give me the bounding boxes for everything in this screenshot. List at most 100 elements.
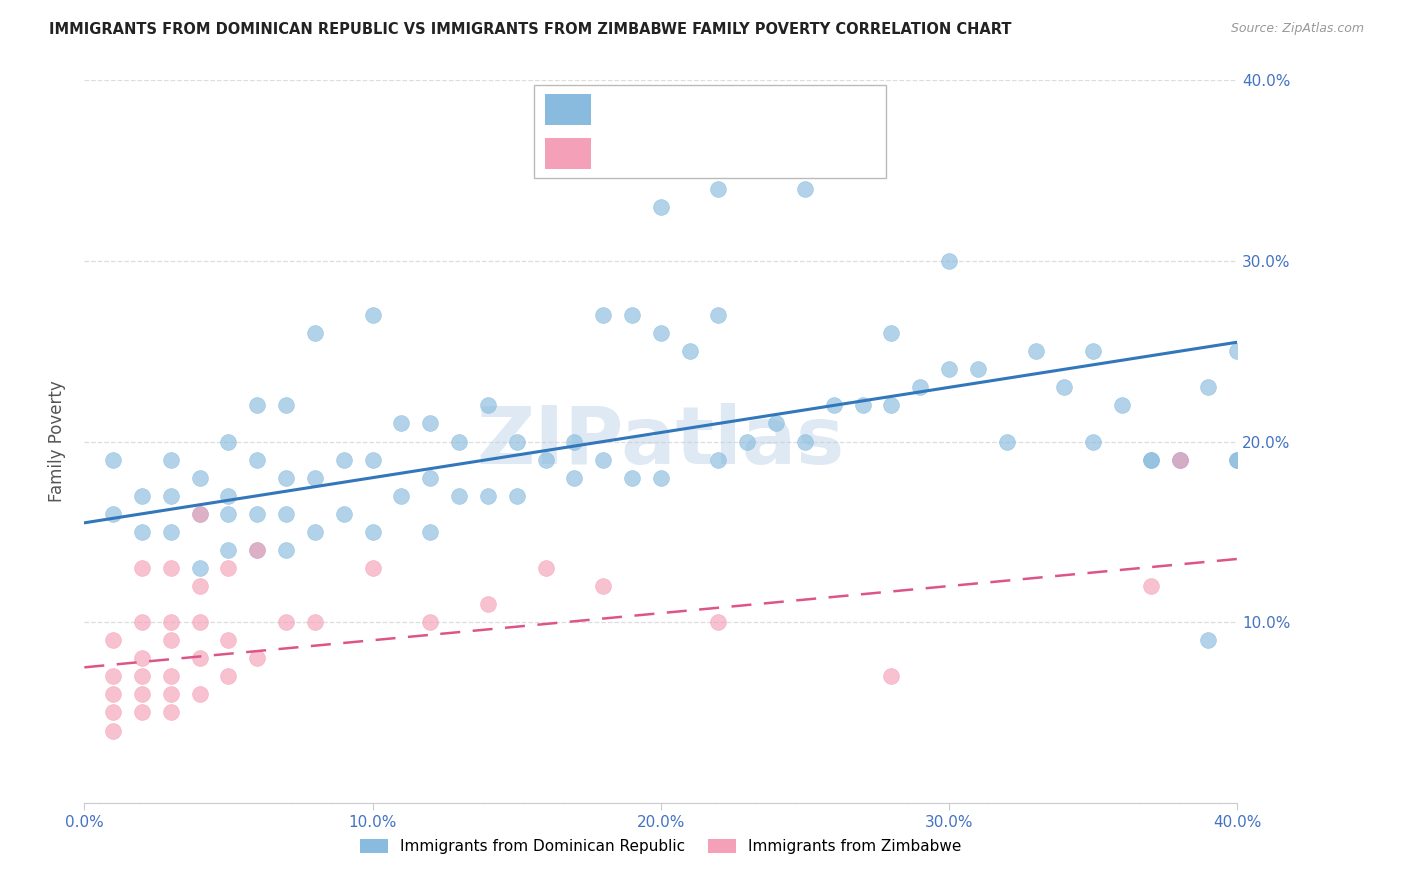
- Point: [160, 452, 183, 467]
- Point: [449, 489, 471, 503]
- Point: [361, 561, 384, 575]
- Point: [246, 542, 269, 557]
- Point: [188, 579, 211, 593]
- Point: [361, 524, 384, 539]
- Point: [1198, 633, 1220, 648]
- Point: [246, 542, 269, 557]
- Point: [880, 326, 903, 340]
- Point: [103, 706, 124, 720]
- Point: [160, 633, 183, 648]
- Text: ZIPatlas: ZIPatlas: [477, 402, 845, 481]
- Point: [419, 417, 441, 431]
- Point: [304, 326, 326, 340]
- Point: [1083, 434, 1105, 449]
- Point: [131, 489, 153, 503]
- Point: [188, 687, 211, 701]
- Point: [419, 524, 441, 539]
- Point: [1053, 380, 1076, 394]
- Point: [333, 452, 356, 467]
- Text: IMMIGRANTS FROM DOMINICAN REPUBLIC VS IMMIGRANTS FROM ZIMBABWE FAMILY POVERTY CO: IMMIGRANTS FROM DOMINICAN REPUBLIC VS IM…: [49, 22, 1012, 37]
- Point: [246, 398, 269, 412]
- Point: [304, 615, 326, 630]
- Point: [534, 561, 557, 575]
- Text: 0.189: 0.189: [665, 144, 717, 161]
- Point: [304, 524, 326, 539]
- Point: [449, 434, 471, 449]
- Point: [103, 687, 124, 701]
- Point: [218, 434, 240, 449]
- Point: [218, 542, 240, 557]
- Point: [276, 615, 298, 630]
- Point: [506, 489, 529, 503]
- Point: [160, 561, 183, 575]
- Point: [160, 669, 183, 683]
- Point: [707, 308, 730, 322]
- Point: [880, 398, 903, 412]
- Point: [103, 669, 124, 683]
- Point: [160, 524, 183, 539]
- Point: [477, 489, 499, 503]
- Point: [160, 687, 183, 701]
- Point: [852, 398, 875, 412]
- Point: [707, 615, 730, 630]
- Point: [131, 651, 153, 665]
- Point: [304, 471, 326, 485]
- Point: [592, 308, 614, 322]
- Point: [1111, 398, 1133, 412]
- FancyBboxPatch shape: [544, 138, 591, 169]
- Point: [1168, 452, 1191, 467]
- Text: N =: N =: [745, 144, 782, 161]
- Text: R =: R =: [602, 144, 637, 161]
- Point: [910, 380, 932, 394]
- Point: [218, 669, 240, 683]
- Point: [794, 434, 817, 449]
- Point: [1140, 452, 1163, 467]
- Point: [276, 398, 298, 412]
- Point: [1226, 344, 1249, 359]
- Point: [188, 507, 211, 521]
- Point: [419, 615, 441, 630]
- Point: [650, 326, 672, 340]
- Point: [160, 706, 183, 720]
- Point: [160, 615, 183, 630]
- Point: [477, 398, 499, 412]
- Point: [103, 723, 124, 738]
- Point: [564, 434, 586, 449]
- Point: [621, 471, 644, 485]
- Text: R =: R =: [602, 100, 637, 118]
- Point: [131, 615, 153, 630]
- Point: [707, 452, 730, 467]
- Point: [103, 452, 124, 467]
- Point: [246, 452, 269, 467]
- Point: [592, 579, 614, 593]
- Point: [103, 633, 124, 648]
- Point: [506, 434, 529, 449]
- FancyBboxPatch shape: [534, 85, 886, 178]
- Point: [188, 615, 211, 630]
- Point: [1140, 579, 1163, 593]
- Point: [131, 524, 153, 539]
- Point: [592, 452, 614, 467]
- Legend: Immigrants from Dominican Republic, Immigrants from Zimbabwe: Immigrants from Dominican Republic, Immi…: [354, 833, 967, 860]
- Y-axis label: Family Poverty: Family Poverty: [48, 381, 66, 502]
- Point: [1025, 344, 1047, 359]
- Point: [1198, 380, 1220, 394]
- Point: [679, 344, 702, 359]
- Point: [995, 434, 1018, 449]
- Point: [534, 452, 557, 467]
- Point: [131, 706, 153, 720]
- Point: [276, 471, 298, 485]
- Point: [794, 182, 817, 196]
- Text: Source: ZipAtlas.com: Source: ZipAtlas.com: [1230, 22, 1364, 36]
- Point: [218, 489, 240, 503]
- Point: [131, 687, 153, 701]
- Point: [103, 507, 124, 521]
- Point: [131, 561, 153, 575]
- Point: [765, 417, 787, 431]
- Point: [160, 489, 183, 503]
- Point: [1168, 452, 1191, 467]
- FancyBboxPatch shape: [544, 95, 591, 125]
- Point: [650, 200, 672, 214]
- Point: [188, 507, 211, 521]
- Text: 82: 82: [804, 100, 828, 118]
